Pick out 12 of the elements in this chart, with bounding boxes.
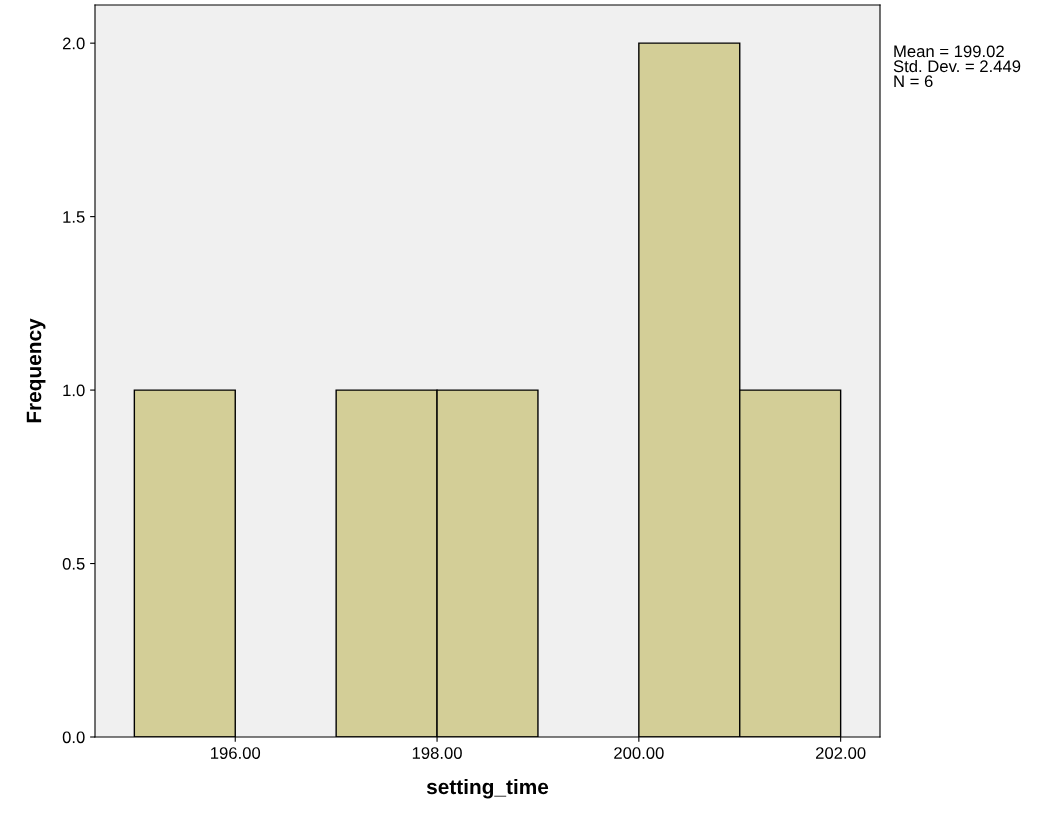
y-tick-label: 1.5 bbox=[63, 211, 85, 223]
x-tick-label: 196.00 bbox=[211, 747, 261, 759]
y-tick-label: 0.5 bbox=[62, 557, 85, 570]
y-tick-label: 2.0 bbox=[62, 37, 85, 50]
text: Mean = 199.02 Std. Dev. = 2.449 N = 6 bbox=[893, 45, 1021, 88]
y-tick-label: 0.0 bbox=[62, 731, 85, 744]
x-axis-title: setting_time bbox=[426, 778, 549, 799]
y-tick-label: 1.0 bbox=[63, 384, 85, 397]
x-tick-label: 198.00 bbox=[412, 747, 462, 759]
x-tick-label: 200.00 bbox=[614, 747, 664, 759]
y-axis-title: Frequency bbox=[26, 318, 46, 423]
x-tick-label: 202.00 bbox=[816, 747, 866, 759]
